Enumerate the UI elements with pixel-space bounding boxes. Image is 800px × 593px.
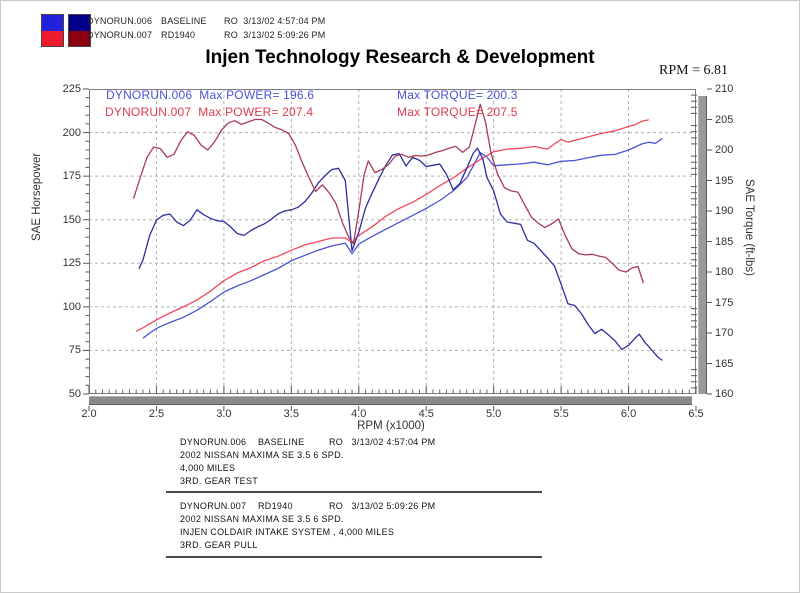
run1-torque-color-icon — [69, 15, 90, 31]
vertical-scrollbar[interactable] — [698, 96, 707, 394]
x-tick-label: 2.5 — [148, 408, 165, 420]
annotation-run2-max-torque: Max TORQUE= 207.5 — [397, 105, 518, 119]
y-tick-label-right: 185 — [715, 235, 734, 248]
y-tick-label-left: 225 — [62, 83, 81, 95]
y-tick-label-right: 200 — [715, 144, 734, 156]
header-run2-stamp: RO 3/13/02 5:09:26 PM — [224, 30, 326, 40]
footer-run2-label: RD1940 — [258, 501, 293, 511]
x-tick-label: 3.5 — [283, 408, 299, 420]
x-tick-label: 4.5 — [418, 408, 434, 420]
header-run1-file: DYNORUN.006 — [87, 16, 153, 26]
divider — [166, 556, 542, 558]
page-title: Injen Technology Research & Development — [205, 47, 595, 68]
dyno-chart-plot-area — [83, 88, 712, 411]
x-tick-label: 5.5 — [553, 408, 569, 420]
x-tick-label: 5.0 — [486, 408, 502, 420]
footer-run2-intake-note: INJEN COLDAIR INTAKE SYSTEM , 4,000 MILE… — [180, 527, 395, 537]
footer-run1-file: DYNORUN.006 — [180, 437, 247, 447]
y-tick-label-left: 50 — [68, 388, 81, 400]
y-tick-label-right: 180 — [715, 266, 734, 278]
x-tick-label: 6.5 — [688, 408, 704, 420]
y-tick-label-right: 160 — [715, 388, 734, 400]
footer-run1-stamp: RO 3/13/02 4:57:04 PM — [329, 437, 436, 447]
footer-run2-test-note: 3RD. GEAR PULL — [180, 540, 258, 550]
y-tick-label-right: 165 — [715, 357, 734, 370]
y-axis-left-title: SAE Horsepower — [31, 152, 43, 241]
x-tick-label: 4.0 — [351, 408, 367, 420]
run1-power-color-icon — [42, 15, 63, 31]
footer-run2-file: DYNORUN.007 — [180, 501, 247, 511]
x-tick-label: 6.0 — [620, 408, 637, 420]
run2-torque-color-icon — [69, 30, 90, 46]
y-tick-label-right: 175 — [715, 296, 734, 309]
y-tick-label-left: 175 — [62, 170, 81, 183]
run1-color-swatch[interactable] — [41, 14, 64, 47]
y-tick-label-left: 200 — [62, 126, 81, 139]
x-tick-label: 2.0 — [81, 408, 97, 420]
footer-run2-stamp: RO 3/13/02 5:09:26 PM — [329, 501, 436, 511]
x-tick-label: 3.0 — [216, 408, 232, 420]
run2-color-swatch[interactable] — [68, 14, 91, 47]
horizontal-scrollbar[interactable] — [89, 396, 692, 405]
run-color-legend — [41, 14, 91, 47]
footer-run2-vehicle: 2002 NISSAN MAXIMA SE 3.5 6 SPD. — [180, 514, 344, 524]
divider — [166, 491, 542, 493]
y-tick-label-right: 190 — [715, 205, 734, 217]
series-dynorun006-power-curve — [142, 137, 663, 339]
annotation-run1-max-torque: Max TORQUE= 200.3 — [397, 88, 518, 102]
footer-run1-test-note: 3RD. GEAR TEST — [180, 476, 259, 486]
y-axis-right-title: SAE Torque (ft-lbs) — [743, 179, 755, 276]
rpm-cursor-readout: RPM = 6.81 — [659, 63, 728, 78]
y-tick-label-right: 195 — [715, 174, 734, 187]
annotation-run1-max-power: DYNORUN.006 Max POWER= 196.6 — [106, 88, 315, 102]
header-run1-stamp: RO 3/13/02 4:57:04 PM — [224, 16, 326, 26]
annotation-run2-max-power: DYNORUN.007 Max POWER= 207.4 — [105, 105, 314, 119]
y-tick-label-right: 205 — [715, 113, 734, 126]
y-tick-label-left: 125 — [62, 257, 81, 270]
y-tick-label-left: 100 — [62, 300, 81, 313]
series-dynorun006-torque-curve — [138, 147, 663, 361]
y-tick-label-right: 170 — [715, 327, 734, 339]
footer-run1-vehicle: 2002 NISSAN MAXIMA SE 3.5 6 SPD. — [180, 450, 344, 460]
y-tick-label-right: 210 — [715, 83, 734, 95]
y-tick-label-left: 150 — [62, 213, 81, 226]
x-axis-title: RPM (x1000) — [357, 420, 425, 432]
footer-run1-mileage: 4,000 MILES — [180, 463, 236, 473]
run2-power-color-icon — [42, 30, 63, 46]
footer-run1-label: BASELINE — [258, 437, 305, 447]
header-run2-file: DYNORUN.007 — [87, 30, 153, 40]
header-run2-label: RD1940 — [161, 30, 196, 40]
header-run1-label: BASELINE — [161, 16, 207, 26]
series-dynorun007-power-curve — [135, 119, 649, 332]
series-dynorun007-torque-curve — [132, 103, 645, 284]
y-tick-label-left: 75 — [68, 344, 81, 357]
